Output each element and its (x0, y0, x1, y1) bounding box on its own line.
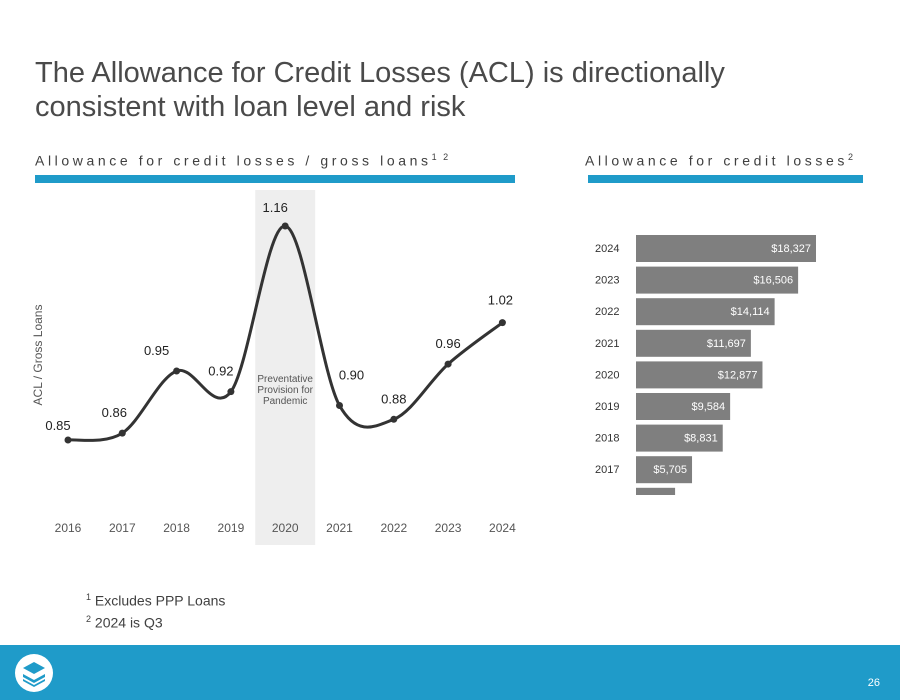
x-tick-label: 2019 (218, 521, 245, 535)
acl-ratio-line-chart: Preventative Provision for Pandemic 0.85 201… (31, 190, 516, 545)
bar (636, 424, 723, 452)
left-chart-heading-text: Allowance for credit losses / gross loan… (35, 152, 432, 169)
bar-value-label: $16,506 (753, 275, 793, 287)
right-chart-heading-text: Allowance for credit losses (585, 152, 848, 169)
bar (636, 393, 731, 420)
data-label: 0.86 (102, 405, 127, 420)
bar-category-label: 2024 (595, 243, 619, 255)
bar-value-label: $12,877 (718, 369, 758, 381)
x-tick-label: 2016 (55, 521, 82, 535)
bar-value-label: $14,114 (731, 306, 770, 318)
page-number: 26 (867, 677, 880, 689)
bar (636, 456, 693, 484)
right-chart-heading: Allowance for credit losses2 (585, 152, 855, 169)
footnote-2: 2 2024 is Q3 (86, 610, 225, 632)
data-label: 0.90 (339, 367, 364, 382)
bar-category-label: 2022 (595, 306, 619, 318)
x-tick-label: 2017 (109, 521, 136, 535)
acl-amount-bar-chart: 2024 $18,327 2023 $16,506 2022 $14,114 2021 $11… (595, 235, 816, 495)
left-heading-rule (35, 175, 515, 183)
data-point (498, 319, 506, 327)
data-point (227, 388, 235, 396)
right-heading-rule (588, 175, 863, 183)
bar-category-label: 2019 (595, 401, 619, 413)
bar (636, 235, 816, 262)
chart-annotation: Preventative Provision for Pandemic (257, 374, 313, 407)
data-point (118, 429, 126, 437)
footnote-1-number: 1 (86, 592, 92, 602)
data-label: 0.85 (45, 418, 70, 433)
bar-value-label: $18,327 (771, 243, 811, 255)
footnote-2-number: 2 (86, 613, 92, 624)
layered-stack-logo-icon (15, 654, 53, 692)
bar (636, 329, 751, 357)
bar (636, 266, 799, 294)
data-point (390, 415, 398, 423)
data-point (336, 401, 343, 409)
x-tick-label: 2020 (272, 521, 299, 535)
y-axis-label: ACL / Gross Loans (31, 305, 45, 406)
data-point (444, 360, 452, 368)
footnotes: 1 Excludes PPP Loans 2 2024 is Q3 (86, 588, 225, 631)
data-label: 1.16 (263, 200, 288, 215)
x-tick-label: 2018 (163, 521, 190, 535)
x-tick-label: 2021 (326, 521, 353, 535)
bar-category-label: 2018 (595, 433, 619, 445)
footnote-1: 1 Excludes PPP Loans (86, 588, 225, 610)
x-tick-label: 2022 (380, 521, 407, 535)
bar (636, 487, 676, 495)
x-tick-label: 2023 (435, 521, 462, 535)
left-chart-heading-footnote-ref: 1 2 (431, 152, 451, 162)
bar-category-label: 2021 (595, 338, 619, 350)
data-label: 0.95 (144, 343, 169, 358)
data-label: 0.92 (208, 364, 233, 379)
footnote-2-text: 2024 is Q3 (94, 614, 163, 631)
bar (636, 298, 775, 326)
highlight-band (255, 190, 316, 545)
bar-value-label: $5,705 (653, 464, 687, 476)
left-chart-heading: Allowance for credit losses / gross loan… (35, 152, 450, 169)
data-point (281, 222, 289, 230)
footer-bar: 26 (0, 645, 900, 700)
data-label: 0.88 (381, 391, 406, 406)
x-tick-label: 2024 (489, 521, 516, 535)
data-point (64, 436, 72, 444)
data-point (173, 367, 181, 375)
right-chart-heading-footnote-ref: 2 (847, 152, 855, 162)
bar-value-label: $9,584 (691, 401, 725, 413)
bar-category-label: 2017 (595, 464, 619, 476)
data-label: 1.02 (488, 293, 513, 308)
bar-category-label: 2020 (595, 369, 619, 381)
bar (636, 361, 763, 389)
page-title: The Allowance for Credit Losses (ACL) is… (35, 57, 725, 123)
bar-value-label: $8,831 (684, 433, 718, 445)
bar-value-label: $11,697 (707, 338, 746, 350)
data-label: 0.96 (435, 336, 460, 351)
bar-category-label: 2023 (595, 275, 619, 287)
footnote-1-text: Excludes PPP Loans (94, 592, 226, 609)
